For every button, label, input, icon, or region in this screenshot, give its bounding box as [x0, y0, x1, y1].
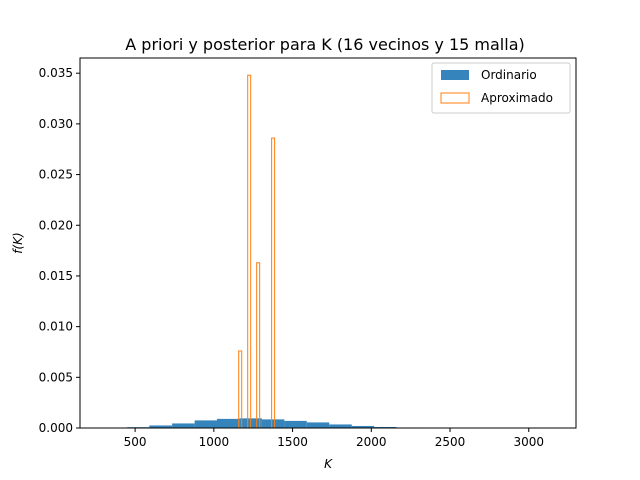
- y-tick-label-1: 0.005: [39, 370, 73, 384]
- bar-ordinario-8: [306, 422, 330, 428]
- x-tick-label-3: 2000: [356, 435, 387, 449]
- legend-swatch-aproximado: [440, 92, 470, 104]
- x-tick-label-2: 1500: [277, 435, 308, 449]
- bar-ordinario-9: [329, 424, 352, 428]
- bar-ordinario-2: [172, 423, 195, 428]
- bar-ordinario-7: [284, 420, 307, 428]
- bar-ordinario-6: [261, 419, 285, 428]
- bar-ordinario-1: [149, 425, 173, 428]
- bar-ordinario-3: [194, 420, 217, 428]
- y-tick-label-4: 0.020: [39, 218, 73, 232]
- y-axis-label: f(K): [11, 232, 25, 253]
- x-axis-label: K: [324, 457, 333, 471]
- y-tick-label-7: 0.035: [39, 66, 73, 80]
- y-tick-label-6: 0.030: [39, 117, 73, 131]
- y-tick-label-5: 0.025: [39, 168, 73, 182]
- legend-label-ordinario: Ordinario: [481, 68, 537, 82]
- x-tick-label-4: 2500: [435, 435, 466, 449]
- x-tick-label-0: 500: [124, 435, 147, 449]
- x-tick-label-1: 1000: [199, 435, 230, 449]
- legend-swatch-ordinario: [441, 70, 469, 80]
- y-axis-ticks: 0.000 0.005 0.010 0.015 0.020 0.025 0.030 0.035: [39, 66, 80, 435]
- y-tick-label-0: 0.000: [39, 421, 73, 435]
- chart-title: A priori y posterior para K (16 vecinos …: [125, 35, 524, 54]
- bar-ordinario-11: [374, 426, 397, 428]
- legend: Ordinario Aproximado: [431, 62, 571, 114]
- legend-label-aproximado: Aproximado: [481, 91, 553, 105]
- x-axis-ticks: 500 1000 1500 2000 2500 3000: [124, 428, 544, 449]
- y-tick-label-2: 0.010: [39, 320, 73, 334]
- bar-ordinario-10: [351, 425, 375, 428]
- bar-ordinario-4: [216, 418, 240, 428]
- plot-frame: [79, 57, 577, 429]
- y-tick-label-3: 0.015: [39, 269, 73, 283]
- x-tick-label-5: 3000: [513, 435, 544, 449]
